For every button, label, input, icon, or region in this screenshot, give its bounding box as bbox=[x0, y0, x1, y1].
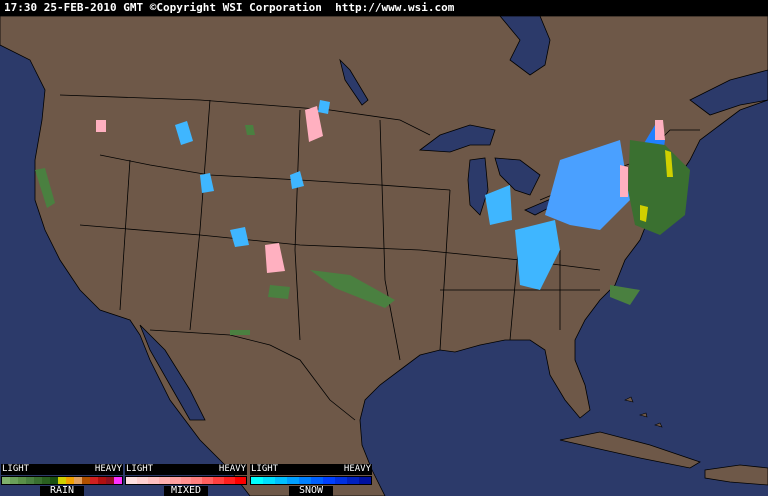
hispaniola bbox=[704, 464, 768, 486]
url-link[interactable]: http://www.wsi.com bbox=[335, 1, 455, 14]
legend-rain-swatch bbox=[10, 477, 18, 484]
date: 25-FEB-2010 bbox=[43, 1, 117, 14]
legend-rain-swatch bbox=[2, 477, 10, 484]
legend-mixed-swatch bbox=[202, 477, 214, 484]
legend-mixed-swatch bbox=[224, 477, 236, 484]
legend-rain-swatch bbox=[42, 477, 50, 484]
precipitation-rain bbox=[35, 125, 690, 335]
legend-mixed: LIGHT HEAVY MIXED bbox=[125, 464, 247, 496]
legend-rain-swatch bbox=[18, 477, 26, 484]
lake-michigan bbox=[467, 157, 489, 216]
legend-snow-swatch bbox=[251, 477, 263, 484]
legend-snow-swatch bbox=[359, 477, 371, 484]
legend-snow-swatch bbox=[335, 477, 347, 484]
james-bay bbox=[499, 16, 551, 76]
legend-mixed-swatch bbox=[158, 477, 170, 484]
legend-mixed-swatch bbox=[169, 477, 181, 484]
legend-snow-label: SNOW bbox=[289, 486, 333, 496]
legend-mixed-swatch bbox=[147, 477, 159, 484]
legend-mixed-swatch bbox=[126, 477, 137, 484]
legend-rain: LIGHT HEAVY RAIN bbox=[1, 464, 123, 496]
legend-rain-swatch bbox=[50, 477, 58, 484]
legend-mixed-swatch bbox=[235, 477, 246, 484]
legend-snow-swatch bbox=[287, 477, 299, 484]
legend-rain-swatch bbox=[58, 477, 66, 484]
time: 17:30 bbox=[4, 1, 38, 14]
legend-rain-swatch bbox=[74, 477, 82, 484]
legend-rain-swatch bbox=[82, 477, 90, 484]
legend-snow-heavy: HEAVY bbox=[343, 464, 371, 474]
legend-mixed-light: LIGHT bbox=[126, 464, 154, 474]
legend-mixed-swatch bbox=[180, 477, 192, 484]
legend-snow-swatch bbox=[347, 477, 359, 484]
legend-mixed-swatch bbox=[191, 477, 203, 484]
legend-rain-swatch bbox=[106, 477, 114, 484]
legend-mixed-swatch bbox=[213, 477, 225, 484]
lake-superior bbox=[418, 124, 496, 153]
legend-snow: LIGHT HEAVY SNOW bbox=[250, 464, 372, 496]
legend-snow-swatch bbox=[323, 477, 335, 484]
legend-rain-swatch bbox=[98, 477, 106, 484]
timezone: GMT bbox=[123, 1, 144, 14]
legend-snow-swatch bbox=[299, 477, 311, 484]
legend-rain-label: RAIN bbox=[40, 486, 84, 496]
gulf-of-st-lawrence bbox=[689, 69, 768, 116]
copyright: ©Copyright WSI Corporation bbox=[149, 1, 322, 14]
legend-rain-swatch bbox=[66, 477, 74, 484]
legend-mixed-label: MIXED bbox=[164, 486, 208, 496]
lake-huron bbox=[494, 157, 541, 196]
legend-mixed-scale bbox=[125, 476, 247, 485]
cuba bbox=[559, 431, 701, 469]
gulf-of-california bbox=[139, 324, 206, 421]
legend-rain-scale bbox=[1, 476, 123, 485]
bahamas bbox=[624, 396, 663, 428]
legend-rain-swatch bbox=[90, 477, 98, 484]
legend-rain-swatch bbox=[26, 477, 34, 484]
legend-rain-swatch bbox=[114, 477, 122, 484]
legend-snow-light: LIGHT bbox=[251, 464, 279, 474]
map bbox=[0, 16, 768, 496]
lake-winnipeg bbox=[339, 58, 369, 106]
legend-rain-heavy: HEAVY bbox=[94, 464, 122, 474]
legend-rain-light: LIGHT bbox=[2, 464, 30, 474]
legend-snow-swatch bbox=[263, 477, 275, 484]
legend-snow-swatch bbox=[275, 477, 287, 484]
legend-mixed-heavy: HEAVY bbox=[218, 464, 246, 474]
legend-mixed-swatch bbox=[136, 477, 148, 484]
legend-snow-scale bbox=[250, 476, 372, 485]
header-bar: 17:30 25-FEB-2010 GMT ©Copyright WSI Cor… bbox=[0, 0, 768, 16]
legend-snow-swatch bbox=[311, 477, 323, 484]
legend-rain-swatch bbox=[34, 477, 42, 484]
